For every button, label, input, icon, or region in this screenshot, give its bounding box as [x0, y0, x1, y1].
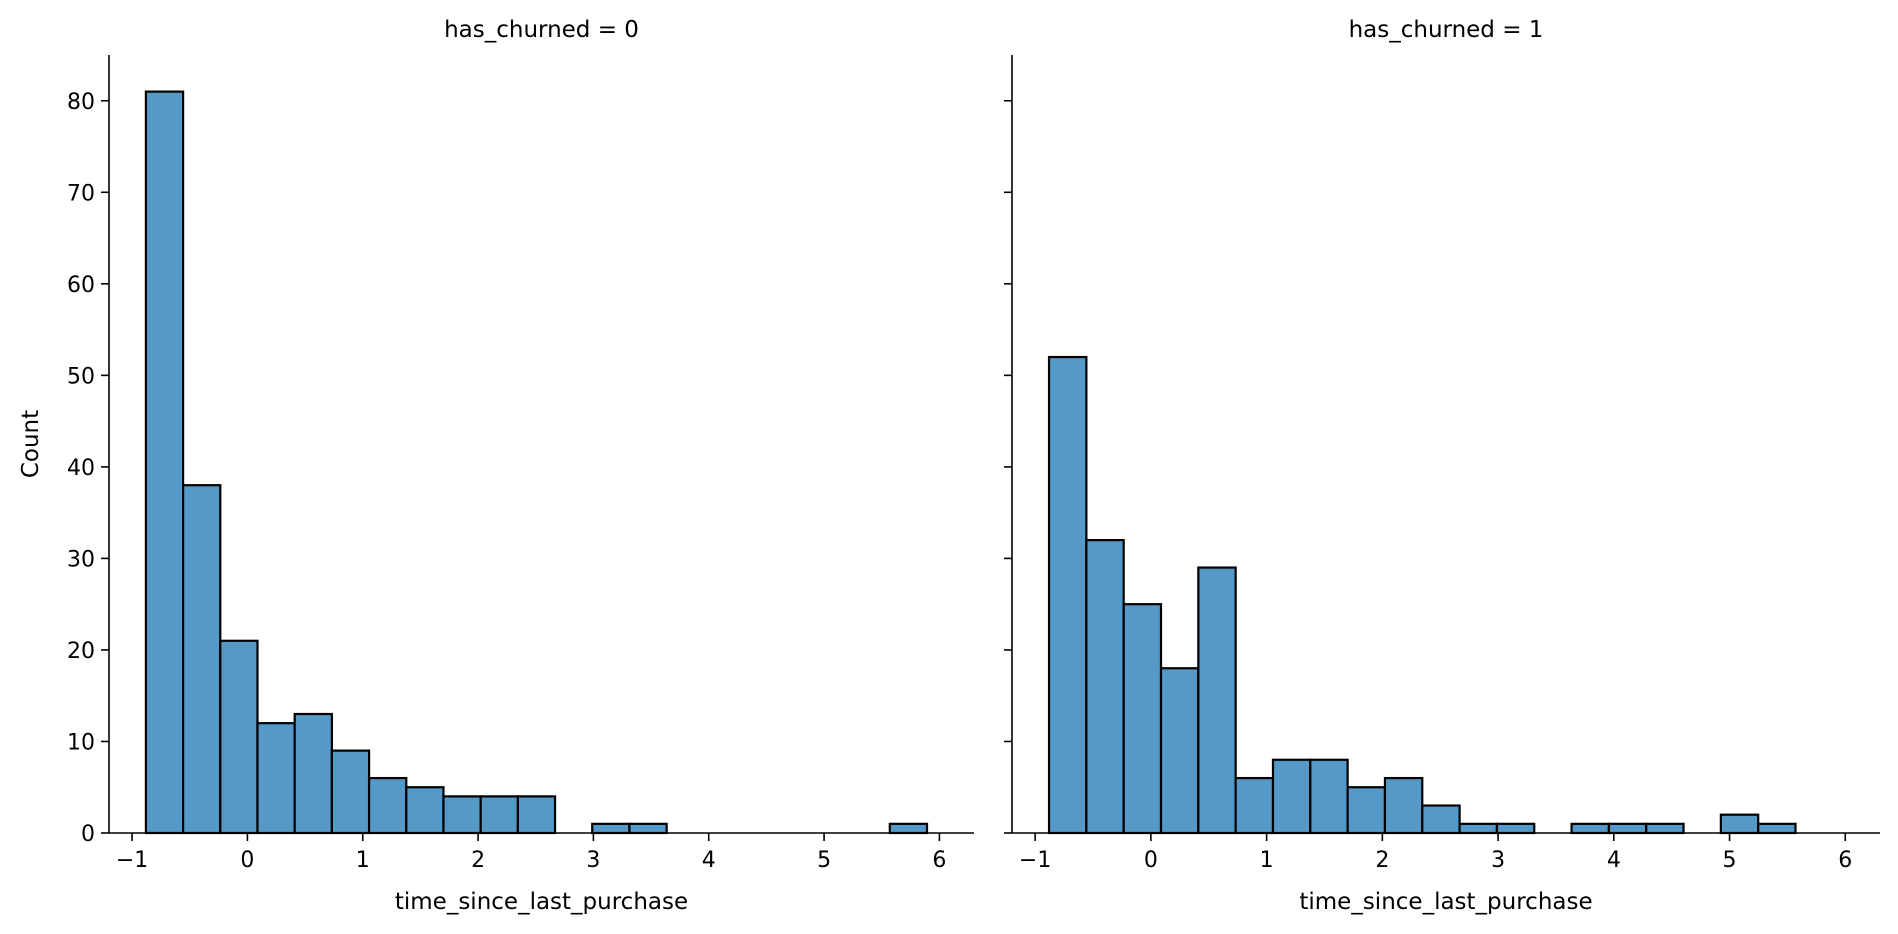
histogram-bar: [1047, 355, 1088, 835]
histogram-bar: [1197, 566, 1237, 835]
x-tick-label: 3: [586, 848, 600, 873]
histogram-bar: [1421, 804, 1461, 835]
x-tick-label: 1: [1260, 848, 1274, 873]
x-tick-label: 4: [1607, 848, 1621, 873]
histogram-bar: [144, 90, 185, 835]
histogram-bar: [367, 776, 408, 835]
histogram-bar: [256, 722, 296, 835]
histogram-bar: [1757, 822, 1797, 835]
histogram-bar: [293, 712, 333, 835]
histogram-bar: [1607, 822, 1648, 835]
histogram-bar: [442, 795, 482, 835]
x-tick-label: 6: [1838, 848, 1852, 873]
y-tick-label: 80: [67, 90, 95, 115]
y-tick-label: 50: [67, 364, 95, 389]
histogram-bar: [330, 749, 371, 835]
x-tick-label: 2: [1375, 848, 1389, 873]
y-tick-label: 10: [67, 730, 95, 755]
histogram-bar: [628, 822, 668, 835]
x-tick-label: 1: [356, 848, 370, 873]
histogram-bar: [1309, 758, 1349, 835]
x-tick-label: −1: [116, 848, 148, 873]
histogram-bar: [888, 822, 929, 835]
facet-title: has_churned = 0: [444, 17, 639, 43]
histogram-bar: [1271, 758, 1312, 835]
histogram-bar: [1570, 822, 1610, 835]
y-tick-label: 70: [67, 181, 95, 206]
x-tick-label: 0: [240, 848, 254, 873]
facet-title: has_churned = 1: [1349, 17, 1544, 43]
x-axis-label: time_since_last_purchase: [395, 889, 688, 915]
histogram-bar: [516, 795, 557, 835]
histogram-bar: [182, 484, 222, 835]
x-tick-label: 0: [1144, 848, 1158, 873]
x-tick-label: 3: [1491, 848, 1505, 873]
histogram-bar: [591, 822, 631, 835]
x-tick-label: −1: [1019, 848, 1051, 873]
histogram-bar: [219, 639, 259, 835]
y-tick-label: 30: [67, 547, 95, 572]
facet-panel-not-churned: has_churned = 0 time_since_last_purchase…: [18, 17, 974, 915]
y-tick-label: 40: [67, 456, 95, 481]
histogram-bar: [1346, 786, 1387, 835]
histogram-bar: [1234, 776, 1275, 835]
histogram-bar: [1719, 813, 1760, 835]
x-axis-label: time_since_last_purchase: [1299, 889, 1592, 915]
x-tick-label: 5: [817, 848, 831, 873]
facet-panel-churned: has_churned = 1 time_since_last_purchase…: [1004, 17, 1880, 915]
x-tick-label: 5: [1723, 848, 1737, 873]
histogram-bar: [405, 786, 445, 835]
histogram-bar: [1383, 776, 1424, 835]
x-tick-label: 6: [932, 848, 946, 873]
histogram-bar: [1122, 603, 1163, 835]
histogram-bar: [1085, 539, 1125, 835]
x-tick-label: 4: [702, 848, 716, 873]
y-axis-label: Count: [18, 410, 44, 478]
y-tick-label: 20: [67, 639, 95, 664]
histogram-bar: [479, 795, 519, 835]
x-tick-label: 2: [471, 848, 485, 873]
y-tick-label: 60: [67, 273, 95, 298]
y-tick-label: 0: [81, 822, 95, 847]
histogram-bar: [1645, 822, 1685, 835]
histogram-bar: [1159, 667, 1200, 835]
histogram-bar: [1458, 822, 1499, 835]
histogram-bar: [1495, 822, 1536, 835]
